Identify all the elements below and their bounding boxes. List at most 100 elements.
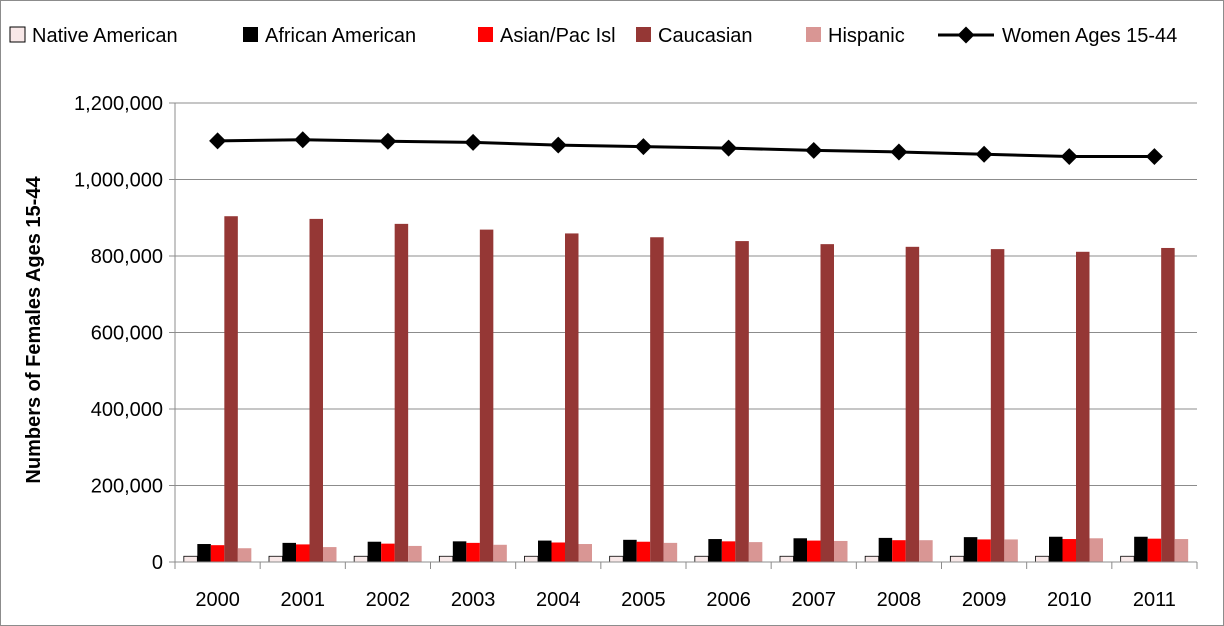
bar (949, 555, 965, 563)
x-tick-label: 2006 (706, 589, 751, 611)
legend-label: Caucasian (658, 25, 753, 47)
bar (977, 539, 991, 562)
bar (892, 540, 906, 562)
legend-label: Hispanic (828, 25, 905, 47)
bar (1120, 555, 1135, 563)
bar (1035, 555, 1050, 563)
x-tick-label: 2010 (1047, 589, 1092, 611)
line-point (464, 133, 482, 151)
bar (565, 233, 579, 562)
y-tick-label: 600,000 (91, 323, 163, 345)
y-tick-label: 800,000 (91, 246, 163, 268)
bar (807, 540, 821, 562)
x-tick-label: 2005 (621, 589, 666, 611)
bar (538, 540, 552, 562)
bar (197, 544, 211, 562)
bar (1134, 536, 1148, 562)
bar (1174, 539, 1189, 562)
bar (479, 229, 494, 563)
line-point (634, 138, 652, 156)
bar (408, 545, 422, 562)
bar (323, 547, 337, 562)
line-point (805, 141, 823, 159)
bars (183, 216, 1189, 563)
y-axis-title: Numbers of Females Ages 15-44 (23, 176, 45, 484)
legend-label: African American (265, 25, 416, 47)
bar (919, 540, 933, 562)
bar (636, 541, 651, 562)
x-tick-label: 2001 (281, 589, 326, 611)
legend-label: Native American (32, 25, 178, 47)
bar (466, 542, 480, 562)
line-point (975, 145, 993, 163)
x-tick-label: 2002 (366, 589, 411, 611)
bar (609, 555, 624, 563)
line-point (720, 139, 738, 157)
bar (394, 223, 409, 562)
x-axis: 2000 2001 2002 2003 2004 2005 2006 2007 2008 2009… (174, 561, 1198, 611)
x-tick-label: 2008 (877, 589, 922, 611)
bar (367, 541, 382, 562)
y-tick-label: 1,200,000 (74, 93, 163, 115)
legend-swatch (9, 26, 26, 43)
bar (210, 545, 225, 562)
y-tick-label: 200,000 (91, 476, 163, 498)
bar (990, 249, 1005, 563)
bar (296, 544, 310, 562)
bar (309, 218, 323, 562)
line-point (294, 131, 312, 149)
bar (452, 541, 467, 562)
bar (524, 555, 539, 563)
bar (905, 246, 920, 562)
bar (650, 237, 664, 562)
y-tick-label: 0 (152, 552, 163, 574)
bar (779, 555, 794, 563)
bar (183, 555, 198, 563)
bar (1147, 538, 1162, 562)
bar (864, 555, 880, 563)
bar (438, 555, 454, 563)
legend-swatch (243, 27, 258, 42)
bar (1049, 536, 1063, 562)
bar (268, 555, 283, 563)
bar (237, 548, 252, 562)
bar (1004, 539, 1018, 562)
bar (1089, 538, 1103, 562)
bar (353, 555, 369, 563)
bar (820, 244, 834, 562)
x-tick-label: 2011 (1133, 589, 1176, 611)
bar (963, 537, 978, 562)
bar (493, 544, 507, 562)
bar (623, 539, 637, 562)
x-tick-label: 2003 (451, 589, 496, 611)
bar (282, 542, 296, 562)
x-tick-label: 2000 (195, 589, 240, 611)
line-point (1145, 148, 1163, 166)
bar (1062, 539, 1076, 562)
legend-marker (957, 26, 975, 44)
bar (1076, 251, 1090, 563)
bar (721, 541, 736, 562)
bar (578, 544, 592, 562)
bar (834, 540, 848, 562)
line-point (549, 136, 567, 154)
legend-swatch (478, 27, 493, 42)
y-axis-ticks: 0 200,000 400,000 600,000 800,000 1,000,000 1,… (74, 93, 176, 574)
line-point (379, 132, 397, 150)
legend-label: Asian/Pac Isl (500, 25, 616, 47)
bar (663, 542, 678, 562)
legend-label: Women Ages 15-44 (1002, 25, 1177, 47)
line-series (209, 131, 1163, 166)
bar (694, 555, 709, 563)
gridlines (175, 102, 1197, 486)
y-tick-label: 1,000,000 (74, 170, 163, 192)
bar (381, 543, 395, 562)
line-point (209, 132, 227, 150)
bar (708, 539, 722, 562)
bar (735, 241, 749, 562)
bar (551, 542, 565, 562)
bar (748, 542, 763, 562)
x-tick-label: 2009 (962, 589, 1007, 611)
